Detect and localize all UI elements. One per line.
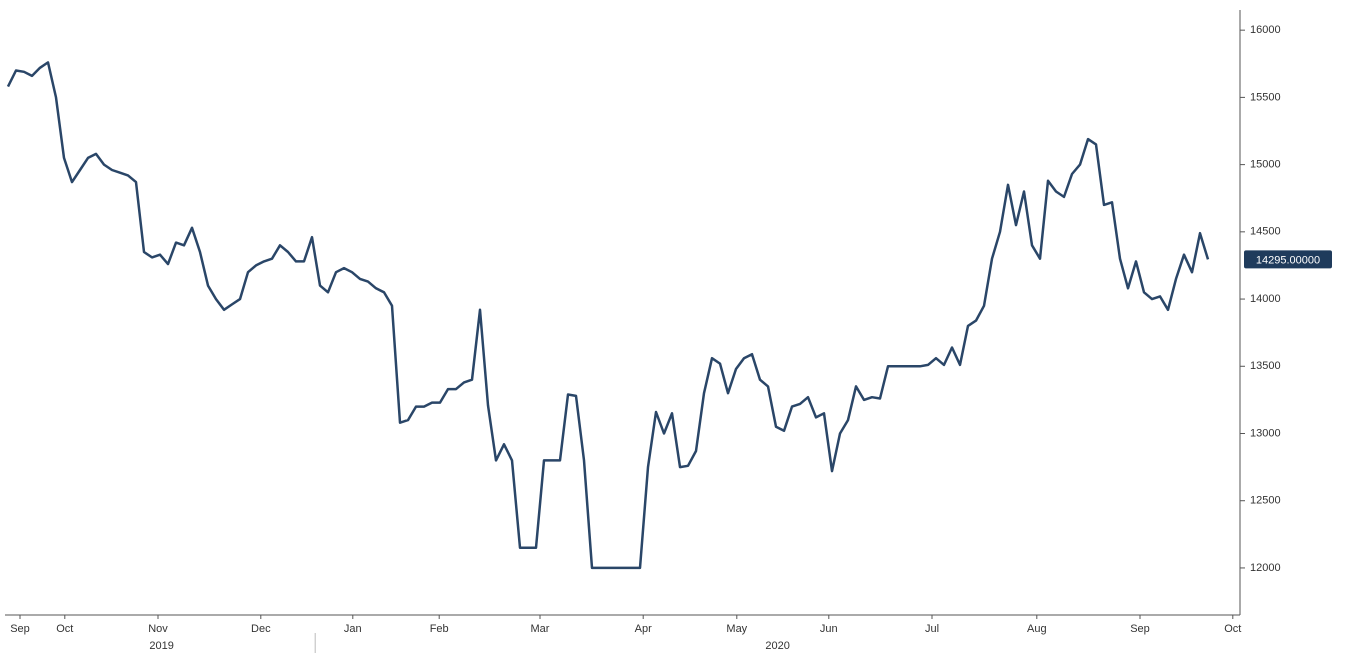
- x-tick-label: Oct: [1224, 623, 1241, 635]
- x-tick-label: Mar: [531, 623, 550, 635]
- x-tick-label: Sep: [10, 623, 30, 635]
- y-tick-label: 12000: [1250, 562, 1281, 574]
- x-tick-label: Oct: [56, 623, 73, 635]
- x-tick-label: Jun: [820, 623, 838, 635]
- x-tick-label: Nov: [148, 623, 168, 635]
- y-tick-label: 13500: [1250, 360, 1281, 372]
- y-tick-label: 15500: [1250, 91, 1281, 103]
- y-tick-label: 15000: [1250, 159, 1281, 171]
- x-tick-label: May: [726, 623, 747, 635]
- x-tick-label: Jan: [344, 623, 362, 635]
- x-tick-label: Feb: [430, 623, 449, 635]
- price-line: [6, 61, 1210, 570]
- x-tick-label: Apr: [635, 623, 652, 635]
- year-label: 2019: [149, 640, 173, 652]
- x-tick-label: Dec: [251, 623, 271, 635]
- x-tick-label: Sep: [1130, 623, 1150, 635]
- y-tick-label: 14500: [1250, 226, 1281, 238]
- year-label: 2020: [765, 640, 789, 652]
- y-tick-label: 12500: [1250, 495, 1281, 507]
- y-tick-label: 13000: [1250, 427, 1281, 439]
- last-value-tag: [1244, 250, 1332, 269]
- y-tick-label: 14000: [1250, 293, 1281, 305]
- last-value-label: 14295.00000: [1256, 254, 1320, 266]
- x-tick-label: Aug: [1027, 623, 1047, 635]
- y-tick-label: 16000: [1250, 24, 1281, 36]
- x-tick-label: Jul: [925, 623, 939, 635]
